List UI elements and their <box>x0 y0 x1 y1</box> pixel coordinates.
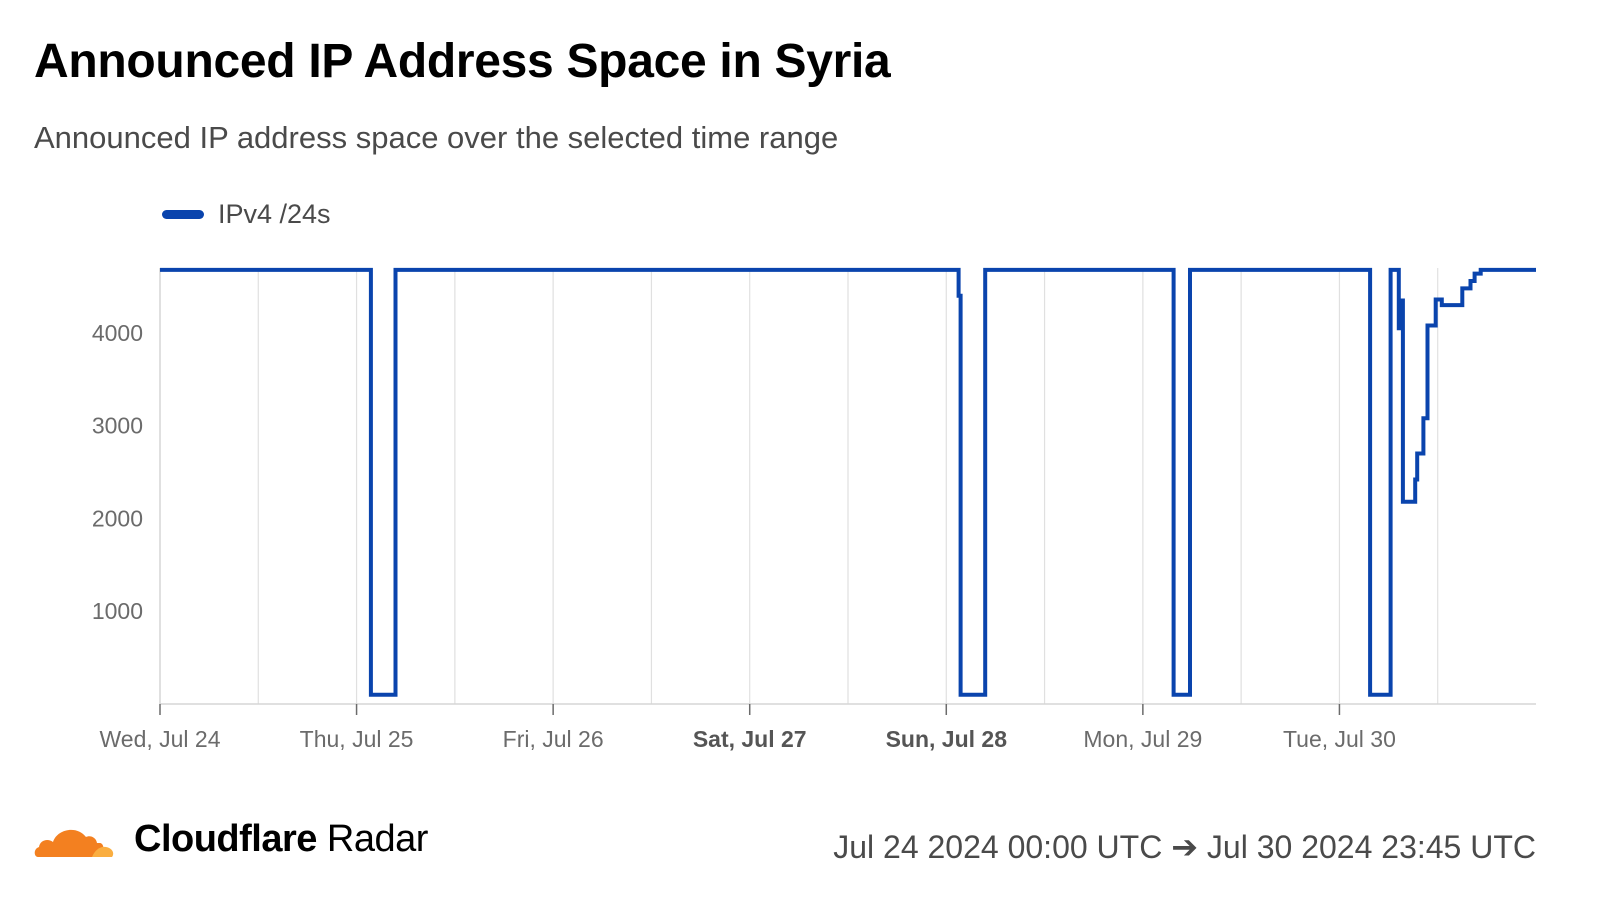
brand-name: Cloudflare <box>134 818 317 860</box>
cloudflare-radar-logo: Cloudflare Radar <box>32 818 428 861</box>
x-tick-label: Thu, Jul 25 <box>300 726 414 752</box>
legend-swatch-ipv4 <box>162 209 204 219</box>
series-line-ipv4 <box>160 267 1536 697</box>
x-tick-label: Tue, Jul 30 <box>1283 726 1396 752</box>
page-title: Announced IP Address Space in Syria <box>34 35 891 88</box>
x-tick-label: Mon, Jul 29 <box>1083 726 1202 752</box>
y-tick-label: 4000 <box>92 320 143 346</box>
page-subtitle: Announced IP address space over the sele… <box>34 120 839 155</box>
x-tick-label: Wed, Jul 24 <box>99 726 220 752</box>
x-tick-label: Fri, Jul 26 <box>503 726 604 752</box>
cloudflare-cloud-icon <box>34 829 114 857</box>
brand-product: Radar <box>326 818 429 860</box>
y-tick-label: 2000 <box>92 505 143 531</box>
legend-label-ipv4: IPv4 /24s <box>218 198 331 229</box>
y-tick-label: 1000 <box>92 598 143 624</box>
date-range: Jul 24 2024 00:00 UTC ➔ Jul 30 2024 23:4… <box>833 829 1536 865</box>
x-tick-label: Sat, Jul 27 <box>693 726 807 752</box>
line-chart: 1000 2000 3000 4000 Wed, Jul 24 Thu, Jul 25 Fr… <box>92 267 1536 752</box>
y-tick-label: 3000 <box>92 413 143 439</box>
chart-legend: IPv4 /24s <box>162 196 331 232</box>
x-tick-label: Sun, Jul 28 <box>886 726 1008 752</box>
